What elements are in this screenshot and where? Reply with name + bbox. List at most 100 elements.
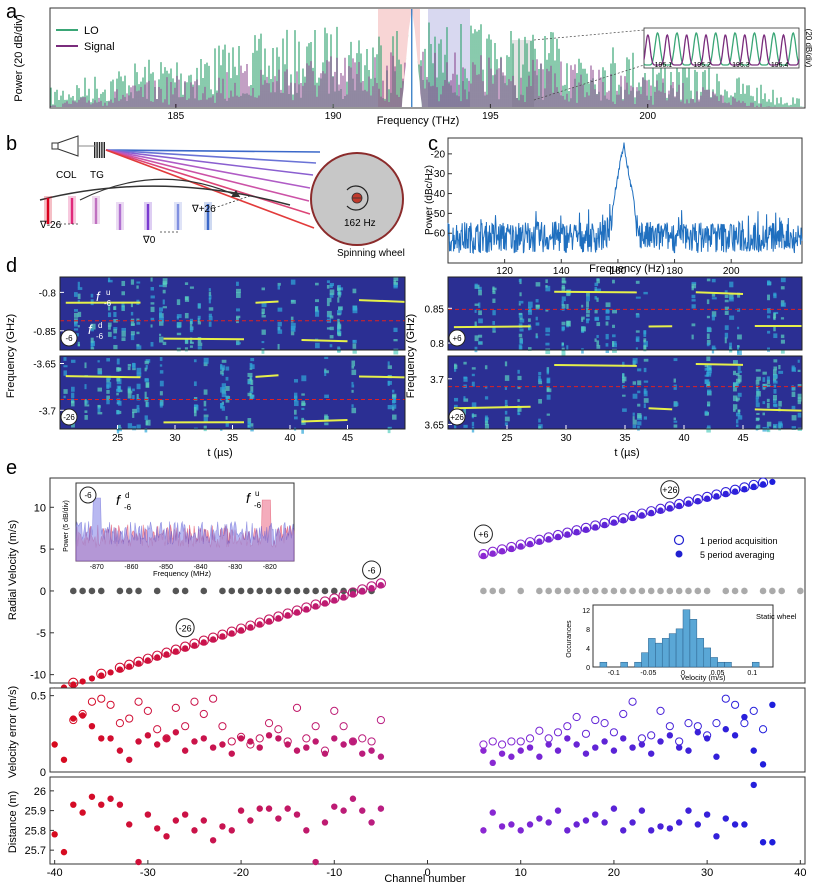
heatmap-noise (586, 318, 590, 321)
static-point (153, 587, 161, 595)
error-open-point (525, 734, 535, 743)
heatmap-noise (63, 395, 66, 399)
heatmap-noise (561, 321, 566, 326)
heatmap-noise (162, 289, 166, 294)
heatmap-noise (504, 361, 508, 367)
channel-xtick-label: 40 (794, 867, 806, 879)
panel-a-inset: 196.1 196.2 196.3 196.4 (643, 27, 800, 69)
distance-point (731, 821, 739, 828)
single-period-point (757, 477, 769, 488)
static-point (657, 587, 664, 595)
heatmap-noise (535, 282, 541, 287)
heatmap-noise (315, 299, 319, 303)
heatmap-xtick-label: 40 (678, 433, 690, 444)
velocity-ytick-label: 0 (40, 586, 46, 598)
heatmap-noise (338, 306, 343, 311)
heatmap-noise (545, 279, 548, 284)
heatmap-noise (220, 365, 226, 371)
heatmap-noise (277, 282, 281, 286)
heatmap-noise (735, 424, 739, 428)
heatmap-noise (471, 373, 475, 377)
heatmap-noise (127, 363, 132, 367)
panel-label-e: e (6, 457, 17, 479)
error-open-point (488, 737, 497, 746)
error-open-point (619, 709, 628, 719)
heatmap-noise (773, 312, 777, 319)
static-point (517, 587, 525, 595)
heatmap-noise (77, 311, 82, 317)
heatmap-noise (519, 318, 525, 323)
heatmap-noise (724, 306, 730, 311)
heatmap-noise (478, 302, 481, 308)
heatmap-noise (136, 331, 140, 335)
inset-a-xtick-label: 196.1 (655, 62, 673, 69)
heatmap-noise (387, 365, 392, 369)
heatmap-xtick-label: 45 (342, 433, 354, 444)
histogram-bar (661, 638, 670, 668)
grating-line (98, 142, 101, 158)
heatmap-noise (735, 372, 740, 376)
heatmap-noise (329, 282, 334, 287)
heatmap-noise (780, 317, 785, 320)
averaged-point (368, 585, 375, 592)
heatmap-noise (596, 344, 601, 349)
heatmap-noise (737, 349, 742, 356)
heatmap-noise (706, 333, 710, 340)
averaged-point (676, 502, 683, 509)
heatmap-noise (351, 365, 355, 369)
static-point (629, 587, 636, 595)
heatmap-noise (261, 312, 264, 315)
heatmap-noise (63, 370, 67, 376)
heatmap-noise (518, 333, 523, 338)
heatmap-noise (797, 393, 803, 399)
error-filled-point (769, 701, 776, 708)
averaged-point (265, 618, 273, 625)
heatmap-noise (221, 392, 227, 398)
heatmap-noise (780, 277, 786, 283)
single-period-point (748, 479, 759, 491)
heatmap-noise (106, 395, 110, 401)
inset2-title: Static wheel (756, 612, 797, 621)
heatmap-noise (162, 278, 168, 285)
static-point (722, 587, 730, 595)
heatmap-noise (632, 419, 637, 425)
error-open-point (97, 694, 106, 703)
single-period-point (552, 529, 564, 541)
heatmap-noise (107, 312, 112, 318)
static-point (647, 587, 655, 595)
svg-text:-6: -6 (124, 503, 132, 512)
averaged-point (284, 612, 291, 619)
heatmap-noise (136, 285, 139, 289)
single-period-point (226, 626, 237, 637)
heatmap-noise (351, 381, 354, 385)
heatmap-noise (159, 311, 163, 318)
heatmap-noise (711, 314, 715, 321)
averaged-point (648, 509, 655, 516)
heatmap-noise (121, 330, 126, 337)
averaged-point (769, 478, 776, 485)
panel-a-ylabel: Power (20 dB/div) (13, 14, 25, 101)
heatmap-noise (236, 317, 239, 324)
error-filled-point (675, 744, 683, 751)
heatmap-noise (159, 336, 164, 343)
zoom-line-bottom (533, 64, 645, 101)
single-period-point (683, 496, 694, 507)
heatmap-noise (197, 315, 201, 320)
heatmap-noise (773, 326, 776, 332)
distance-point (107, 795, 114, 802)
heatmap-noise (107, 322, 112, 327)
heatmap-ytick-label: -0.8 (39, 288, 57, 299)
static-point (125, 587, 133, 595)
averaged-point (219, 633, 226, 640)
error-open-point (87, 697, 97, 706)
distance-point (200, 817, 207, 824)
heatmap-noise (90, 337, 94, 343)
heatmap-noise (632, 393, 638, 399)
error-filled-point (750, 747, 757, 754)
single-period-point (161, 647, 172, 658)
inset-a-xtick-label: 196.3 (732, 62, 750, 69)
heatmap-noise (176, 299, 181, 306)
heatmap-noise (144, 360, 149, 365)
panel-a-xtick-label: 195 (482, 111, 499, 122)
